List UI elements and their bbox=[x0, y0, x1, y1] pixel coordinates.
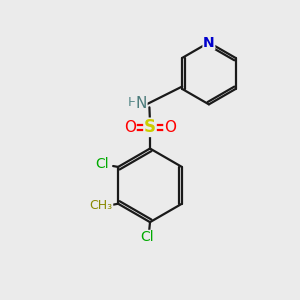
Text: O: O bbox=[124, 120, 136, 135]
Text: O: O bbox=[164, 120, 176, 135]
Text: Cl: Cl bbox=[95, 157, 109, 171]
Text: CH₃: CH₃ bbox=[89, 199, 112, 212]
Text: H: H bbox=[128, 96, 137, 109]
Text: Cl: Cl bbox=[140, 230, 154, 244]
Text: N: N bbox=[203, 35, 215, 50]
Text: N: N bbox=[136, 96, 147, 111]
Text: S: S bbox=[144, 118, 156, 136]
